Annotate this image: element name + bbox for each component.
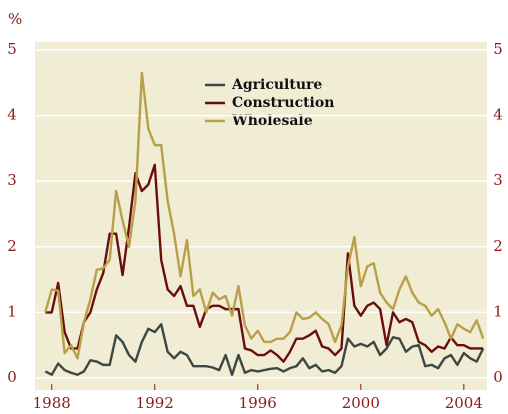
series-line xyxy=(44,323,485,376)
y2-tick-label: 0 xyxy=(493,368,503,386)
plot-area xyxy=(35,42,487,390)
y2-tick-label: 2 xyxy=(493,237,503,255)
series-line xyxy=(45,163,484,363)
y-tick-label: 1 xyxy=(7,302,17,320)
legend: Agriculture Construction Wholesale xyxy=(205,77,334,129)
x-tick-label: 1988 xyxy=(33,394,71,412)
x-tick-label: 2004 xyxy=(445,394,483,412)
y-tick-label: 0 xyxy=(7,368,17,386)
x-tick-label: 1992 xyxy=(136,394,174,412)
legend-label: Agriculture xyxy=(231,77,322,93)
y2-tick-label: 3 xyxy=(493,171,503,189)
y2-tick-label: 5 xyxy=(493,40,503,58)
x-tick-label: 1996 xyxy=(239,394,277,412)
x-tick-label: 2000 xyxy=(342,394,380,412)
y-tick-label: 3 xyxy=(7,171,17,189)
y2-tick-label: 1 xyxy=(493,302,503,320)
legend-label: Construction xyxy=(232,95,334,111)
y-tick-label: 2 xyxy=(7,237,17,255)
series-line xyxy=(44,71,485,360)
y-tick-label: 5 xyxy=(7,40,17,58)
legend-label: Wholesale xyxy=(231,113,313,129)
y-axis-label: % xyxy=(8,10,22,28)
y-tick-label: 4 xyxy=(7,106,17,124)
y2-tick-label: 4 xyxy=(493,106,503,124)
